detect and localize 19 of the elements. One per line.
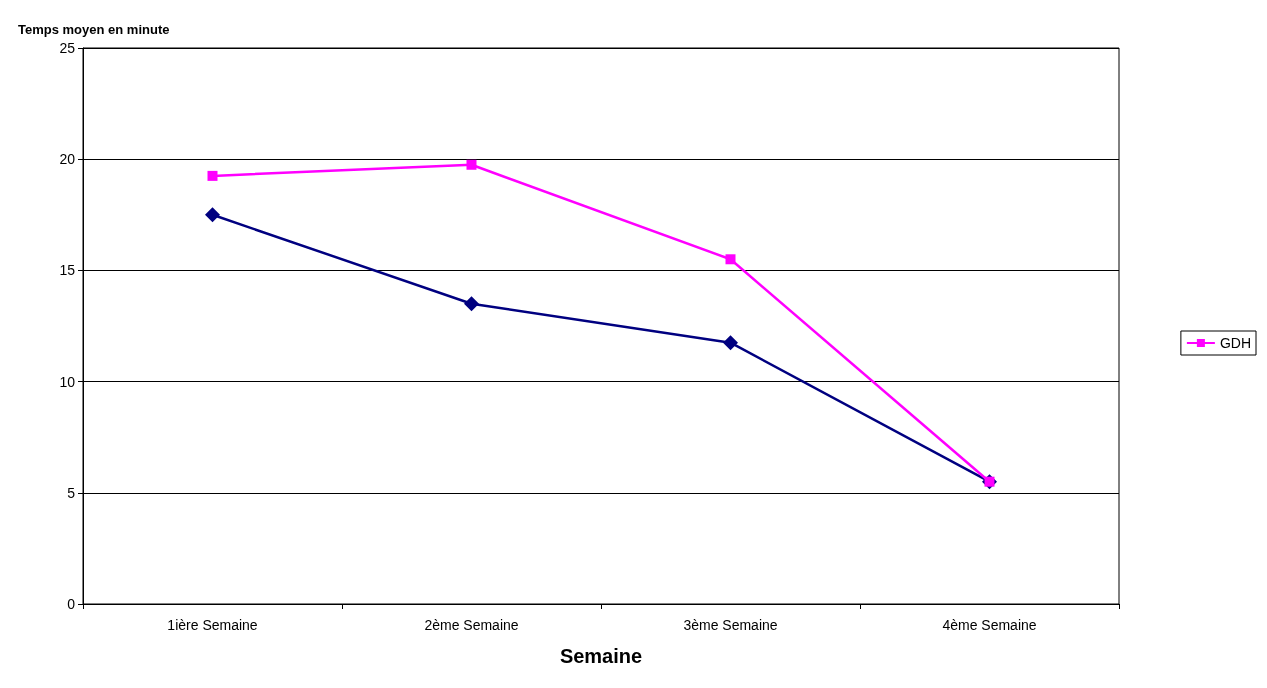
y-axis-title: Temps moyen en minute <box>18 22 170 37</box>
x-tick-label: 3ème Semaine <box>683 617 778 633</box>
legend-label: GDH <box>1219 335 1252 351</box>
y-tick-label: 0 <box>67 596 76 612</box>
x-tick-label: 1ière Semaine <box>167 617 258 633</box>
y-tick-label: 5 <box>67 484 76 501</box>
y-tick-label: 25 <box>59 40 76 56</box>
point <box>466 159 477 170</box>
point <box>725 254 736 265</box>
x-axis-title: Semaine <box>559 645 643 667</box>
x-tick-label: 4ème Semaine <box>942 617 1037 633</box>
y-tick-label: 20 <box>59 151 76 168</box>
x-tick-label: 2ème Semaine <box>424 617 519 633</box>
point <box>207 170 218 181</box>
y-tick-label: 15 <box>59 262 76 279</box>
point <box>205 207 220 223</box>
y-tick-label: 10 <box>59 373 76 390</box>
point <box>723 335 738 351</box>
point <box>464 296 479 312</box>
